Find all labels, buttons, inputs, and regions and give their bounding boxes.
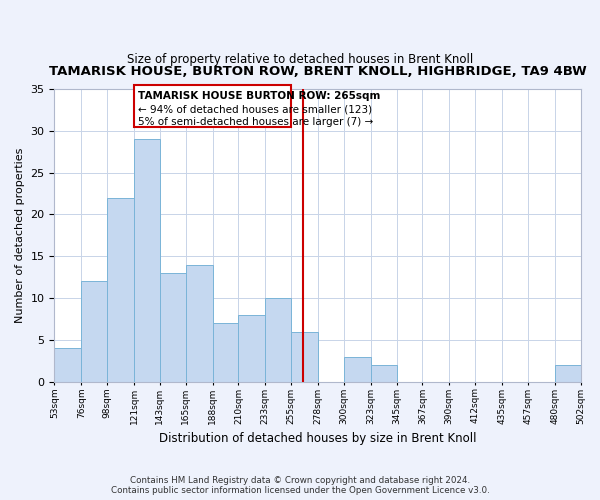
Bar: [55, 348, 82, 382]
Y-axis label: Number of detached properties: Number of detached properties: [15, 148, 25, 323]
Title: TAMARISK HOUSE, BURTON ROW, BRENT KNOLL, HIGHBRIDGE, TA9 4BW: TAMARISK HOUSE, BURTON ROW, BRENT KNOLL,…: [49, 65, 586, 78]
Bar: [265, 298, 291, 382]
Bar: [82, 282, 107, 382]
Bar: [371, 365, 397, 382]
Text: TAMARISK HOUSE BURTON ROW: 265sqm: TAMARISK HOUSE BURTON ROW: 265sqm: [137, 92, 380, 102]
Bar: [344, 356, 371, 382]
Bar: [134, 139, 160, 382]
Text: Contains HM Land Registry data © Crown copyright and database right 2024.
Contai: Contains HM Land Registry data © Crown c…: [110, 476, 490, 495]
Text: Size of property relative to detached houses in Brent Knoll: Size of property relative to detached ho…: [127, 52, 473, 66]
Bar: [185, 264, 212, 382]
FancyBboxPatch shape: [134, 84, 291, 126]
Bar: [212, 323, 238, 382]
Text: 5% of semi-detached houses are larger (7) →: 5% of semi-detached houses are larger (7…: [137, 118, 373, 128]
Text: ← 94% of detached houses are smaller (123): ← 94% of detached houses are smaller (12…: [137, 105, 372, 115]
Bar: [555, 365, 581, 382]
Bar: [160, 273, 185, 382]
Bar: [107, 198, 134, 382]
X-axis label: Distribution of detached houses by size in Brent Knoll: Distribution of detached houses by size …: [159, 432, 476, 445]
Bar: [291, 332, 318, 382]
Bar: [238, 315, 265, 382]
